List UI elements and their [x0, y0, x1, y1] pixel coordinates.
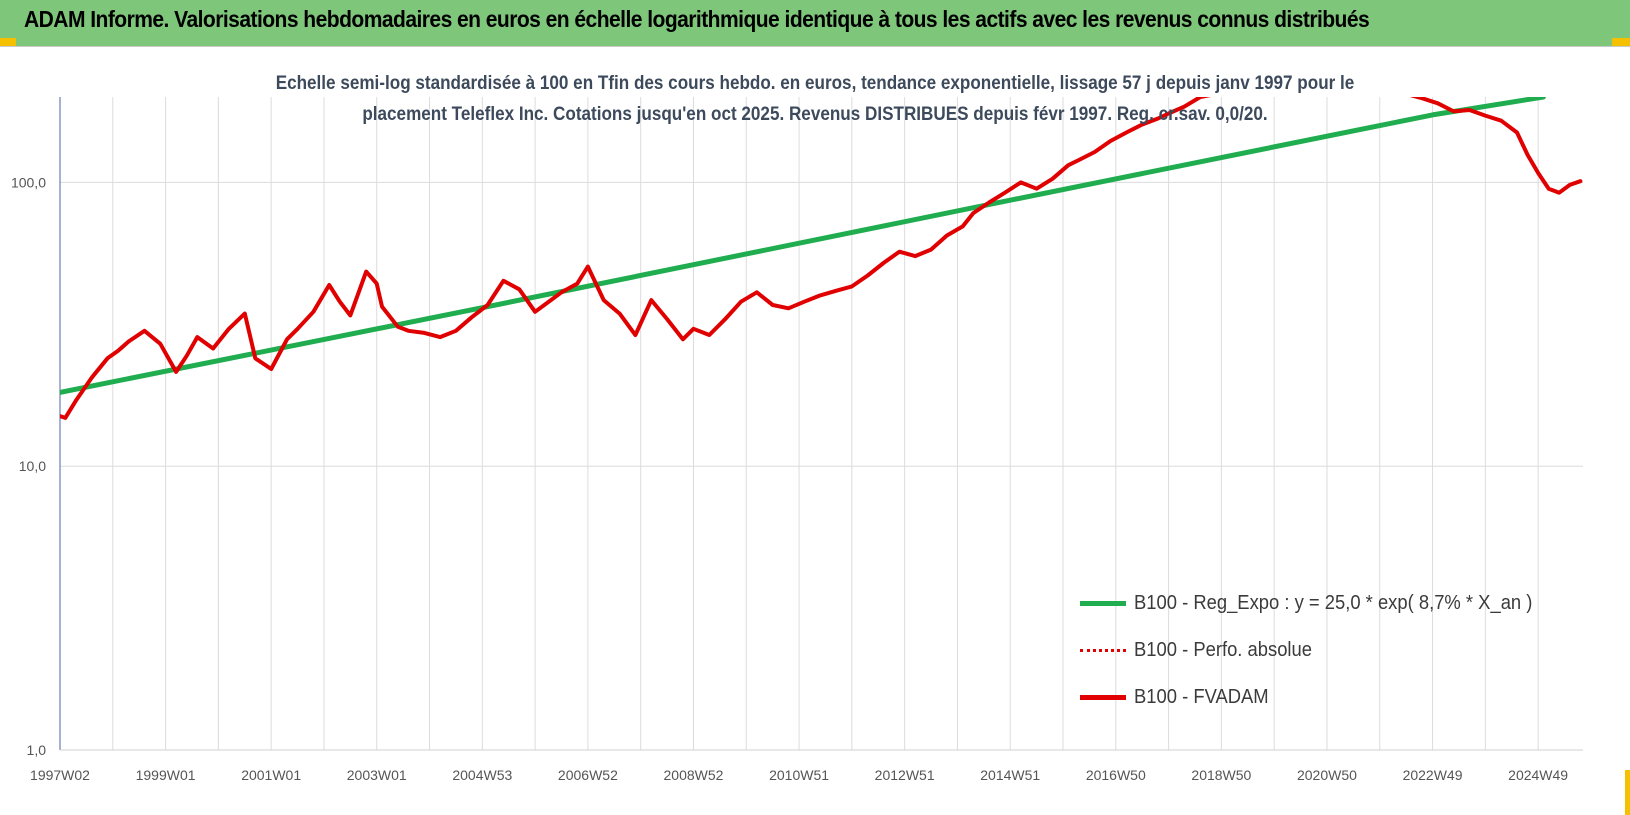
legend-label-fvadam: B100 - FVADAM	[1134, 685, 1269, 708]
report-header: ADAM Informe. Valorisations hebdomadaire…	[0, 0, 1630, 46]
x-tick-label: 2024W49	[1508, 767, 1568, 783]
legend-swatch-fvadam	[1080, 694, 1126, 700]
legend-label-perfo-absolue: B100 - Perfo. absolue	[1134, 638, 1312, 661]
legend-item-fvadam: B100 - FVADAM	[1080, 682, 1280, 712]
tick-label-layer: 1,0 10,0 100,0 1997W02 1999W01 2001W01 2003W01…	[11, 174, 1568, 783]
corner-mark-right	[1612, 38, 1630, 46]
x-tick-label: 1999W01	[136, 767, 196, 783]
axis-layer	[59, 97, 1583, 751]
chart-subtitle-line-2: placement Teleflex Inc. Cotations jusqu'…	[362, 104, 1268, 125]
x-tick-label: 2010W51	[769, 767, 829, 783]
header-divider	[0, 46, 1630, 47]
grid-layer	[59, 97, 1583, 751]
corner-mark-bottom-right	[1625, 770, 1630, 815]
x-tick-label: 1997W02	[30, 767, 90, 783]
corner-mark-left	[0, 38, 16, 46]
x-tick-label: 2016W50	[1086, 767, 1146, 783]
x-tick-label: 2008W52	[664, 767, 724, 783]
chart-subtitle-line-1: Echelle semi-log standardisée à 100 en T…	[275, 73, 1355, 94]
x-tick-label: 2022W49	[1403, 767, 1463, 783]
legend-item-reg-expo: B100 - Reg_Expo : y = 25,0 * exp( 8,7% *…	[1080, 588, 1567, 618]
chart-area: 1,0 10,0 100,0 1997W02 1999W01 2001W01 2003W01…	[0, 48, 1630, 815]
legend-swatch-perfo-absolue	[1080, 648, 1126, 652]
x-tick-label: 2020W50	[1297, 767, 1357, 783]
x-tick-label: 2012W51	[875, 767, 935, 783]
x-tick-label: 2018W50	[1191, 767, 1251, 783]
x-tick-label: 2003W01	[347, 767, 407, 783]
report-title: ADAM Informe. Valorisations hebdomadaire…	[24, 6, 1370, 32]
y-tick-label: 100,0	[11, 174, 46, 190]
x-tick-label: 2014W51	[980, 767, 1040, 783]
line-chart: 1,0 10,0 100,0 1997W02 1999W01 2001W01 2003W01…	[11, 97, 1583, 783]
x-tick-label: 2001W01	[241, 767, 301, 783]
y-tick-label: 10,0	[19, 458, 46, 474]
series-layer	[60, 97, 1583, 420]
legend-swatch-reg-expo	[1080, 600, 1126, 606]
x-tick-label: 2006W52	[558, 767, 618, 783]
legend-item-perfo-absolue: B100 - Perfo. absolue	[1080, 635, 1327, 665]
y-tick-label: 1,0	[27, 742, 47, 758]
series-fvadam-line	[60, 97, 1583, 420]
x-tick-label: 2004W53	[452, 767, 512, 783]
legend-label-reg-expo: B100 - Reg_Expo : y = 25,0 * exp( 8,7% *…	[1134, 591, 1533, 614]
